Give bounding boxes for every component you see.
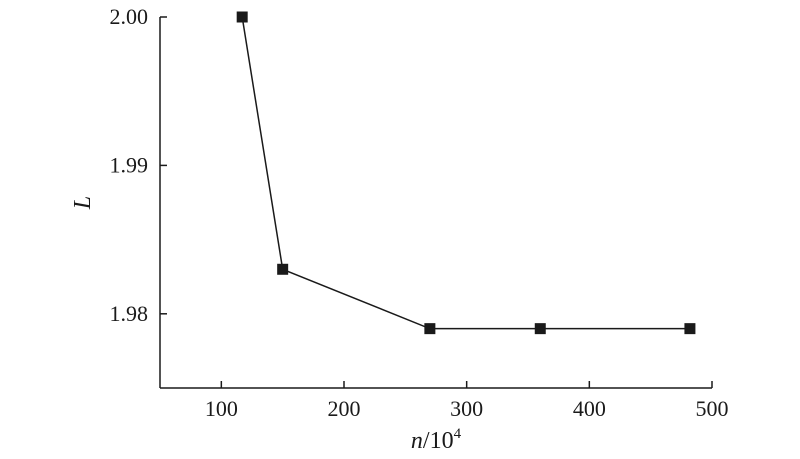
y-tick-label: 1.99 xyxy=(110,152,149,177)
x-ticks: 100 200 300 400 500 xyxy=(205,381,729,421)
y-tick-label: 1.98 xyxy=(110,301,149,326)
x-axis-title-sup: 4 xyxy=(454,426,462,442)
x-tick-label: 100 xyxy=(205,396,238,421)
data-point-marker xyxy=(236,11,248,23)
y-tick-label: 2.00 xyxy=(110,4,149,29)
x-tick-label: 400 xyxy=(573,396,606,421)
data-point-marker xyxy=(534,323,546,335)
y-ticks: 1.98 1.99 2.00 xyxy=(110,4,167,326)
series-line xyxy=(241,16,690,330)
x-axis-title-var: n xyxy=(411,428,423,454)
x-tick-label: 500 xyxy=(696,396,729,421)
y-axis-title: L xyxy=(70,196,96,210)
data-point-marker xyxy=(277,263,289,275)
x-tick-label: 200 xyxy=(328,396,361,421)
data-point-marker xyxy=(684,323,696,335)
data-point-marker xyxy=(424,323,436,335)
x-tick-label: 300 xyxy=(450,396,483,421)
x-axis-title: n/104 xyxy=(411,426,462,454)
series-group xyxy=(236,11,696,335)
x-axis-title-rest: /10 xyxy=(423,428,454,454)
axes xyxy=(159,17,712,389)
